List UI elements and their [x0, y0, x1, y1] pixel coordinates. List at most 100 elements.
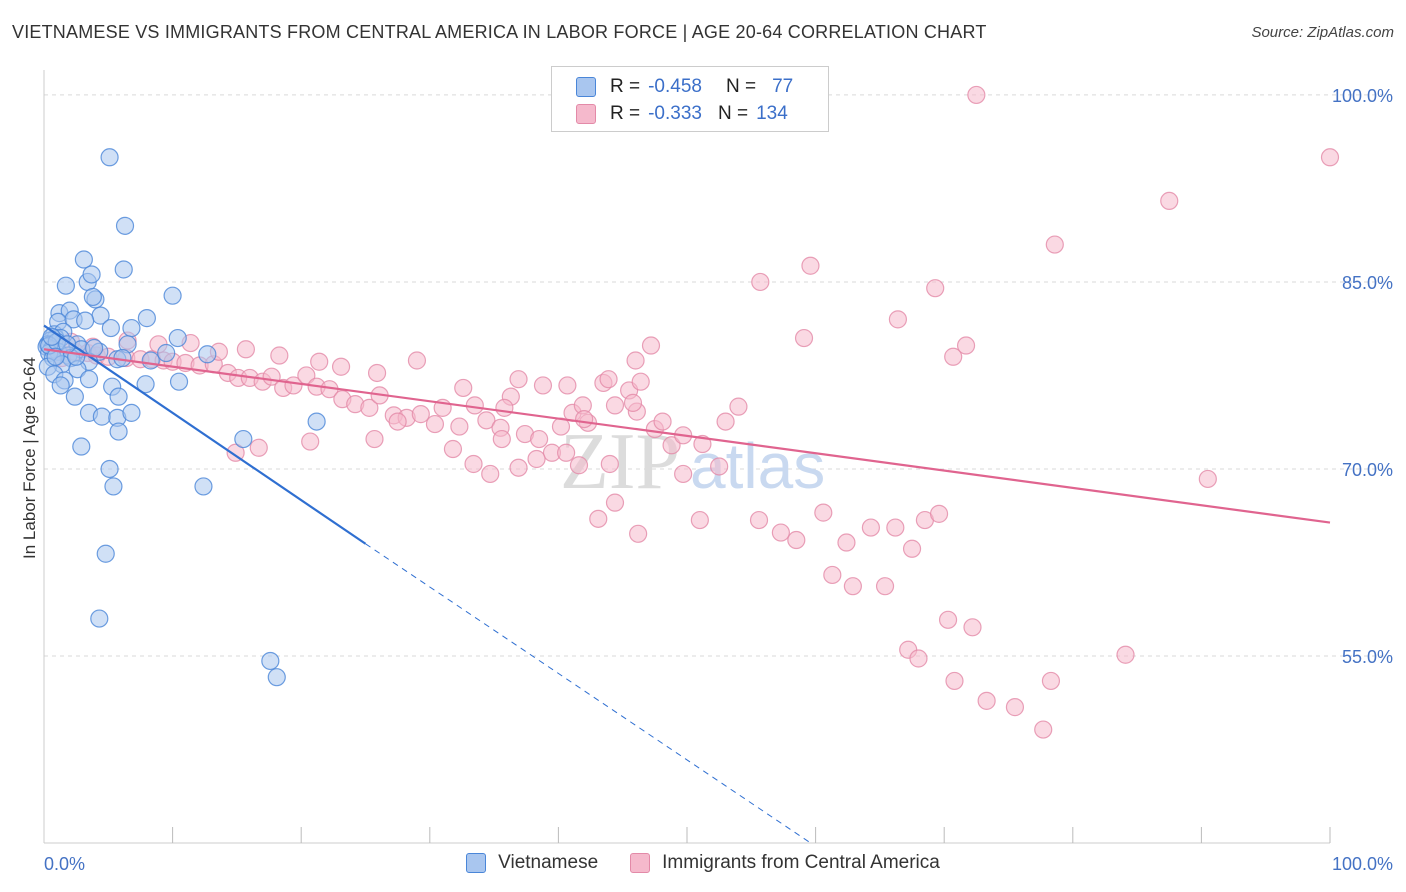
- point-central-america: [787, 530, 806, 550]
- point-central-america: [367, 363, 387, 383]
- point-vietnamese: [76, 311, 95, 330]
- point-central-america: [938, 610, 958, 629]
- point-central-america: [600, 454, 619, 474]
- series-immigrants-central-america: [52, 85, 1340, 739]
- point-vietnamese: [96, 544, 115, 563]
- point-central-america: [557, 443, 576, 462]
- point-central-america: [464, 454, 483, 474]
- point-vietnamese: [83, 287, 102, 307]
- point-central-america: [944, 347, 963, 366]
- point-vietnamese: [261, 651, 280, 671]
- point-vietnamese: [141, 351, 160, 370]
- y-tick-label: 55.0%: [1342, 647, 1393, 667]
- point-vietnamese: [65, 387, 84, 406]
- point-central-america: [823, 565, 842, 585]
- point-vietnamese: [122, 318, 141, 338]
- legend-swatch-central-america: [576, 104, 596, 124]
- point-central-america: [454, 378, 473, 398]
- point-central-america: [360, 398, 379, 417]
- point-central-america: [495, 398, 514, 417]
- point-central-america: [794, 328, 814, 348]
- point-central-america: [977, 691, 996, 710]
- legend-label-central-america: Immigrants from Central America: [662, 852, 940, 873]
- point-central-america: [301, 432, 320, 451]
- legend-swatch-vietnamese: [466, 853, 487, 873]
- point-vietnamese: [109, 422, 128, 441]
- trend-lines: [43, 324, 1331, 844]
- point-central-america: [967, 85, 986, 105]
- legend-r-value: -0.458: [648, 76, 702, 97]
- point-central-america: [599, 370, 618, 389]
- point-central-america: [388, 412, 407, 431]
- point-vietnamese: [122, 403, 141, 422]
- point-central-america: [729, 397, 748, 416]
- point-central-america: [270, 346, 289, 365]
- point-central-america: [641, 336, 661, 355]
- point-central-america: [623, 393, 643, 412]
- correlation-legend: R = -0.458 N = 77 R = -0.333 N = 134: [551, 66, 829, 132]
- point-central-america: [1034, 720, 1053, 739]
- legend-n-label: N =: [725, 76, 757, 97]
- point-central-america: [1116, 645, 1135, 664]
- point-vietnamese: [168, 328, 187, 348]
- point-central-america: [963, 618, 982, 637]
- point-central-america: [929, 504, 949, 523]
- point-vietnamese: [92, 407, 111, 426]
- trend-line-central-america: [43, 348, 1331, 524]
- point-central-america: [569, 456, 589, 475]
- point-vietnamese: [114, 260, 133, 279]
- point-vietnamese: [267, 668, 286, 687]
- point-vietnamese: [51, 376, 70, 395]
- point-central-america: [530, 429, 549, 449]
- point-central-america: [956, 336, 976, 355]
- legend-r-label: R =: [610, 103, 641, 124]
- point-central-america: [533, 376, 553, 395]
- legend-n-value: 134: [756, 103, 788, 124]
- point-vietnamese: [115, 216, 135, 235]
- point-central-america: [801, 256, 820, 275]
- point-central-america: [653, 412, 672, 431]
- point-vietnamese: [100, 459, 119, 479]
- trend-line-vietnamese-extension: [365, 543, 811, 844]
- point-central-america: [509, 370, 528, 389]
- point-vietnamese: [74, 250, 93, 269]
- point-central-america: [662, 436, 681, 455]
- tick-labels: 55.0% 70.0% 85.0% 100.0% 0.0% 100.0%: [44, 86, 1393, 874]
- point-central-america: [1045, 235, 1064, 254]
- point-central-america: [902, 539, 922, 558]
- point-central-america: [226, 443, 245, 462]
- point-central-america: [249, 438, 268, 457]
- point-central-america: [1320, 148, 1340, 167]
- point-central-america: [492, 429, 511, 449]
- point-central-america: [411, 405, 430, 424]
- point-vietnamese: [307, 412, 326, 431]
- point-central-america: [605, 493, 625, 512]
- point-vietnamese: [137, 309, 156, 328]
- point-vietnamese: [157, 343, 176, 363]
- legend-row-central-america: R = -0.333 N = 134: [576, 102, 788, 126]
- point-central-america: [771, 523, 790, 542]
- point-vietnamese: [85, 338, 104, 358]
- point-central-america: [425, 414, 445, 434]
- point-central-america: [875, 577, 895, 596]
- point-vietnamese: [234, 429, 253, 449]
- point-central-america: [236, 340, 256, 359]
- legend-r-label: R =: [610, 76, 641, 97]
- x-tick-label-max: 100.0%: [1332, 854, 1393, 874]
- point-central-america: [1160, 191, 1179, 211]
- point-central-america: [629, 524, 648, 543]
- point-vietnamese: [136, 375, 155, 394]
- y-tick-label: 70.0%: [1342, 460, 1393, 480]
- point-central-america: [886, 518, 905, 537]
- legend-swatch-vietnamese: [576, 77, 596, 97]
- point-central-america: [365, 429, 384, 449]
- legend-r-value: -0.333: [648, 103, 702, 124]
- point-central-america: [527, 449, 546, 469]
- point-central-america: [407, 351, 427, 370]
- point-central-america: [888, 310, 908, 329]
- watermark: ZIP atlas: [560, 418, 825, 506]
- series-legend: Vietnamese Immigrants from Central Ameri…: [0, 852, 1406, 874]
- point-vietnamese: [79, 370, 99, 389]
- point-vietnamese: [109, 387, 128, 406]
